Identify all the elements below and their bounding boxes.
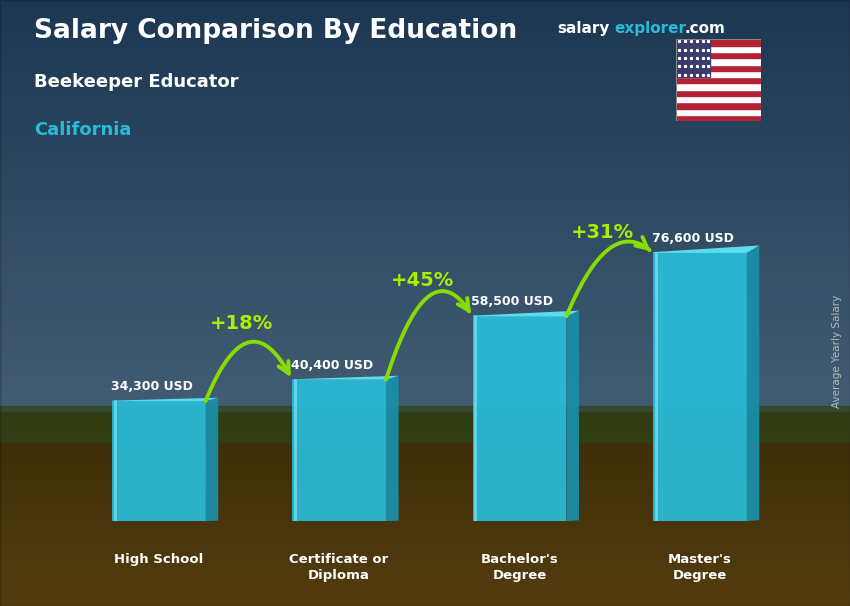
Polygon shape — [653, 253, 746, 521]
Bar — [676, 90, 761, 96]
Polygon shape — [566, 311, 579, 521]
Text: +45%: +45% — [391, 271, 454, 290]
Bar — [676, 102, 761, 108]
Text: 76,600 USD: 76,600 USD — [652, 232, 734, 245]
Text: Average Yearly Salary: Average Yearly Salary — [832, 295, 842, 408]
Bar — [676, 52, 761, 58]
Polygon shape — [112, 398, 218, 401]
Bar — [676, 45, 761, 52]
Text: salary: salary — [557, 21, 609, 36]
Polygon shape — [746, 245, 759, 521]
Text: 40,400 USD: 40,400 USD — [291, 359, 373, 372]
Polygon shape — [112, 401, 206, 521]
Polygon shape — [292, 380, 386, 521]
Bar — [676, 108, 761, 115]
Polygon shape — [292, 376, 399, 380]
Text: Beekeeper Educator: Beekeeper Educator — [34, 73, 239, 91]
Polygon shape — [653, 245, 759, 253]
Polygon shape — [473, 311, 579, 316]
Text: +18%: +18% — [210, 314, 274, 333]
Bar — [676, 58, 761, 65]
Text: 58,500 USD: 58,500 USD — [471, 296, 553, 308]
Bar — [676, 84, 761, 90]
Polygon shape — [206, 398, 218, 521]
Text: Bachelor's
Degree: Bachelor's Degree — [480, 553, 558, 582]
Polygon shape — [473, 316, 566, 521]
Bar — [676, 39, 761, 45]
Text: Salary Comparison By Education: Salary Comparison By Education — [34, 18, 517, 44]
Bar — [0, 406, 850, 442]
Bar — [676, 65, 761, 71]
Bar — [676, 77, 761, 84]
Text: 34,300 USD: 34,300 USD — [110, 380, 192, 393]
Text: Master's
Degree: Master's Degree — [668, 553, 732, 582]
Polygon shape — [386, 376, 399, 521]
Text: explorer: explorer — [615, 21, 687, 36]
Text: .com: .com — [684, 21, 725, 36]
Bar — [676, 115, 761, 121]
Text: High School: High School — [114, 553, 203, 565]
Text: Certificate or
Diploma: Certificate or Diploma — [290, 553, 388, 582]
Bar — [676, 96, 761, 102]
Bar — [676, 71, 761, 77]
Text: California: California — [34, 121, 132, 139]
Bar — [676, 36, 710, 77]
Text: +31%: +31% — [571, 223, 634, 242]
